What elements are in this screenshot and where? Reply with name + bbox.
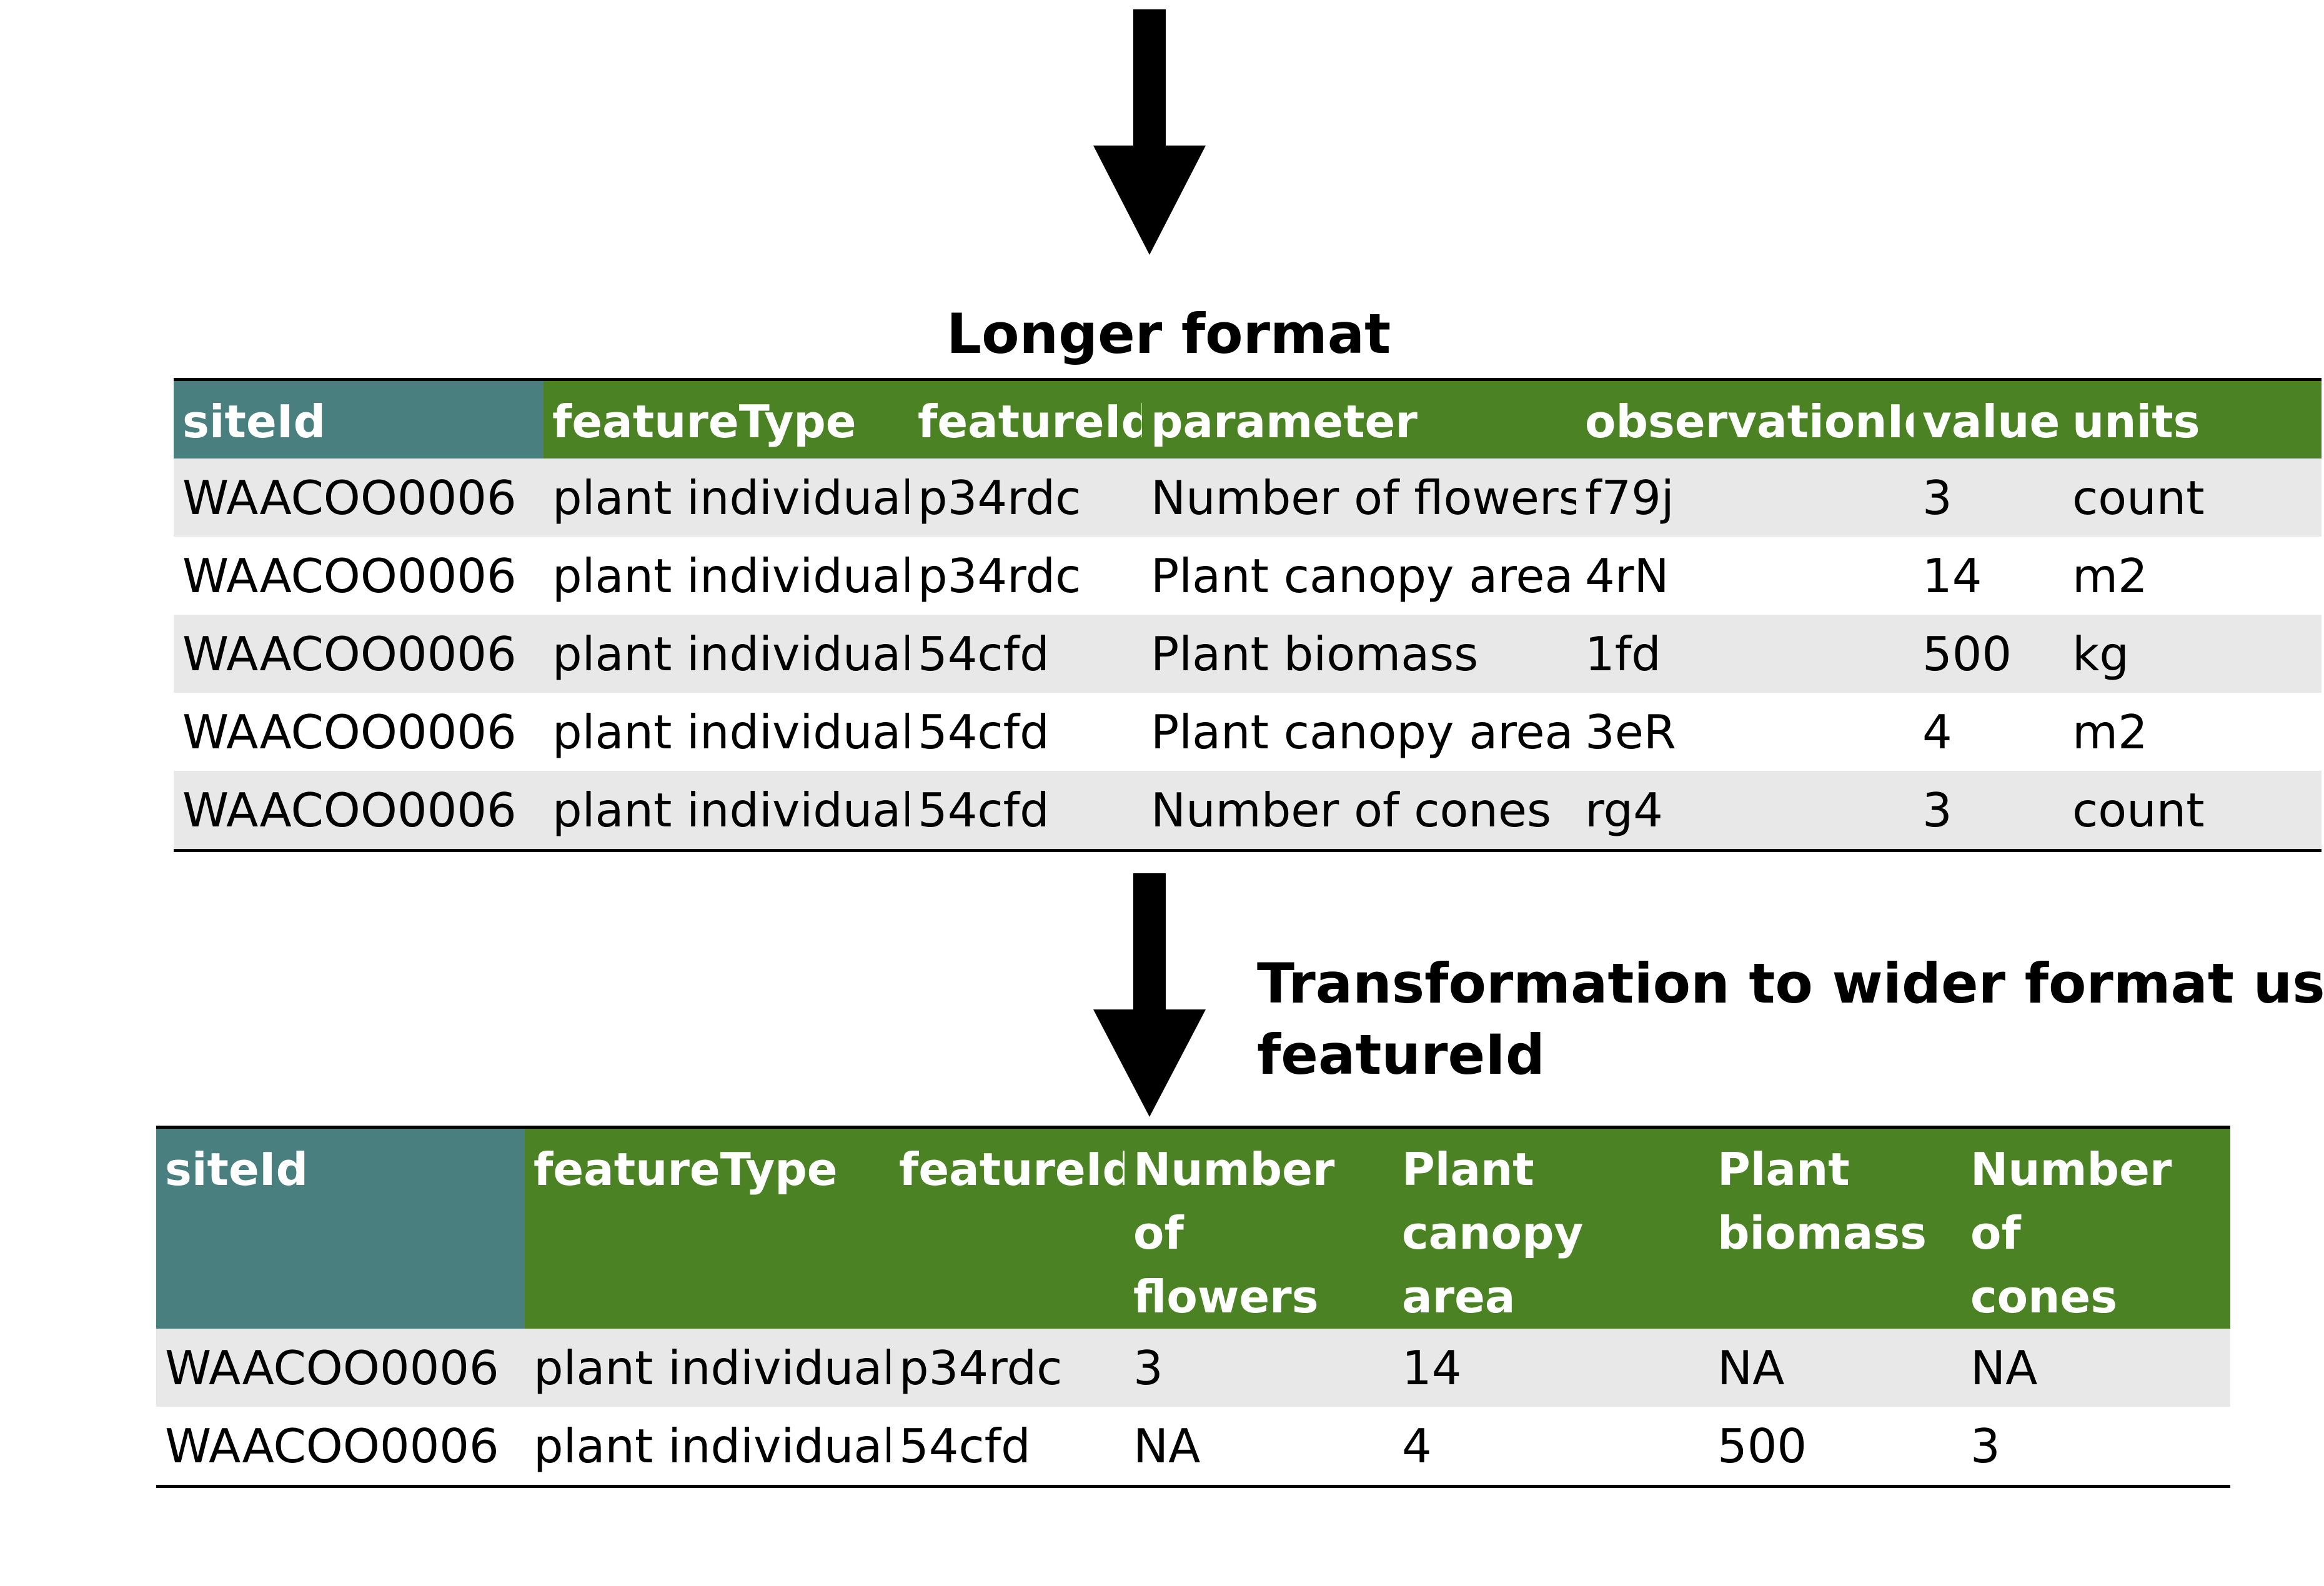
cell-parameter: Plant canopy area	[1151, 704, 1574, 760]
cell-value: 14	[1922, 548, 1982, 603]
down-arrow-icon-top	[1093, 9, 1206, 256]
cell-plant-canopy-area: 4	[1402, 1418, 1432, 1474]
cell-featuretype: plant individual	[552, 548, 909, 603]
table-row: WAACOO0006 plant individual p34rdc 3 14 …	[156, 1329, 2230, 1407]
col-header-siteid: siteId	[174, 379, 544, 458]
cell-parameter: Plant biomass	[1142, 615, 1576, 693]
col-header-featuretype: featureType	[525, 1127, 890, 1329]
cell-siteid: WAACOO0006	[174, 615, 544, 693]
cell-observationid: 4rN	[1585, 548, 1669, 603]
wide-table-header-row: siteId featureType featureId Number of f…	[156, 1127, 2230, 1329]
col-header-plant-biomass: Plant biomass	[1709, 1127, 1962, 1329]
long-format-table: siteId featureType featureId parameter o…	[174, 378, 2322, 852]
table-row: WAACOO0006 plant individual p34rdc Plant…	[174, 537, 2322, 615]
col-header-featureid: featureId	[909, 379, 1142, 458]
cell-plant-canopy-area: 14	[1393, 1329, 1709, 1407]
cell-observationid: 1fd	[1576, 615, 1914, 693]
cell-value: 3	[1914, 458, 2063, 537]
cell-featuretype: plant individual	[544, 615, 909, 693]
cell-observationid: rg4	[1576, 771, 1914, 851]
cell-featureid: p34rdc	[918, 548, 1081, 603]
cell-parameter: Number of flowers	[1142, 458, 1576, 537]
wide-format-table: siteId featureType featureId Number of f…	[156, 1126, 2230, 1488]
cell-number-of-flowers: NA	[1133, 1418, 1201, 1474]
cell-featureid: 54cfd	[909, 771, 1142, 851]
cell-parameter: Number of cones	[1142, 771, 1576, 851]
cell-featuretype: plant individual	[525, 1329, 890, 1407]
col-header-value: value	[1914, 379, 2063, 458]
cell-featuretype: plant individual	[544, 771, 909, 851]
transformation-title: Transformation to wider format using fea…	[1257, 948, 2324, 1091]
table-row: WAACOO0006 plant individual 54cfd Number…	[174, 771, 2322, 851]
down-arrow-icon-bottom	[1093, 873, 1206, 1118]
cell-value: 4	[1922, 704, 1952, 760]
col-header-parameter: parameter	[1142, 379, 1576, 458]
cell-featureid: 54cfd	[899, 1418, 1031, 1474]
table-row: WAACOO0006 plant individual 54cfd Plant …	[174, 693, 2322, 771]
transformation-title-line2: featureId	[1257, 1023, 1545, 1088]
cell-units: m2	[2072, 548, 2148, 603]
col-header-units: units	[2063, 379, 2322, 458]
long-table-title: Longer format	[946, 302, 1391, 366]
long-table-header-row: siteId featureType featureId parameter o…	[174, 379, 2322, 458]
cell-observationid: 3eR	[1585, 704, 1676, 760]
cell-siteid: WAACOO0006	[165, 1418, 499, 1474]
cell-featuretype: plant individual	[552, 704, 909, 760]
table-row: WAACOO0006 plant individual 54cfd NA 4 5…	[156, 1407, 2230, 1487]
cell-number-of-cones: 3	[1970, 1418, 2000, 1474]
cell-number-of-flowers: 3	[1125, 1329, 1393, 1407]
transformation-title-line1: Transformation to wider format using	[1257, 951, 2324, 1016]
cell-siteid: WAACOO0006	[156, 1329, 525, 1407]
cell-featuretype: plant individual	[534, 1418, 890, 1474]
cell-number-of-cones: NA	[1962, 1329, 2230, 1407]
col-header-plant-canopy-area: Plant canopy area	[1393, 1127, 1709, 1329]
table-row: WAACOO0006 plant individual p34rdc Numbe…	[174, 458, 2322, 537]
col-header-featuretype: featureType	[544, 379, 909, 458]
cell-units: kg	[2063, 615, 2322, 693]
cell-parameter: Plant canopy area	[1151, 548, 1574, 603]
cell-units: m2	[2072, 704, 2148, 760]
cell-value: 500	[1914, 615, 2063, 693]
cell-featuretype: plant individual	[544, 458, 909, 537]
cell-featureid: p34rdc	[909, 458, 1142, 537]
cell-featureid: 54cfd	[918, 704, 1050, 760]
cell-units: count	[2063, 771, 2322, 851]
cell-featureid: 54cfd	[909, 615, 1142, 693]
cell-featureid: p34rdc	[890, 1329, 1125, 1407]
cell-units: count	[2063, 458, 2322, 537]
col-header-number-of-flowers: Number of flowers	[1125, 1127, 1393, 1329]
col-header-featureid: featureId	[890, 1127, 1125, 1329]
cell-plant-biomass: NA	[1709, 1329, 1962, 1407]
cell-siteid: WAACOO0006	[182, 704, 517, 760]
table-row: WAACOO0006 plant individual 54cfd Plant …	[174, 615, 2322, 693]
cell-siteid: WAACOO0006	[182, 548, 517, 603]
col-header-siteid: siteId	[156, 1127, 525, 1329]
cell-plant-biomass: 500	[1717, 1418, 1807, 1474]
col-header-number-of-cones: Number of cones	[1962, 1127, 2230, 1329]
cell-siteid: WAACOO0006	[174, 771, 544, 851]
cell-siteid: WAACOO0006	[174, 458, 544, 537]
cell-observationid: f79j	[1576, 458, 1914, 537]
cell-value: 3	[1914, 771, 2063, 851]
col-header-observationid: observationId	[1576, 379, 1914, 458]
